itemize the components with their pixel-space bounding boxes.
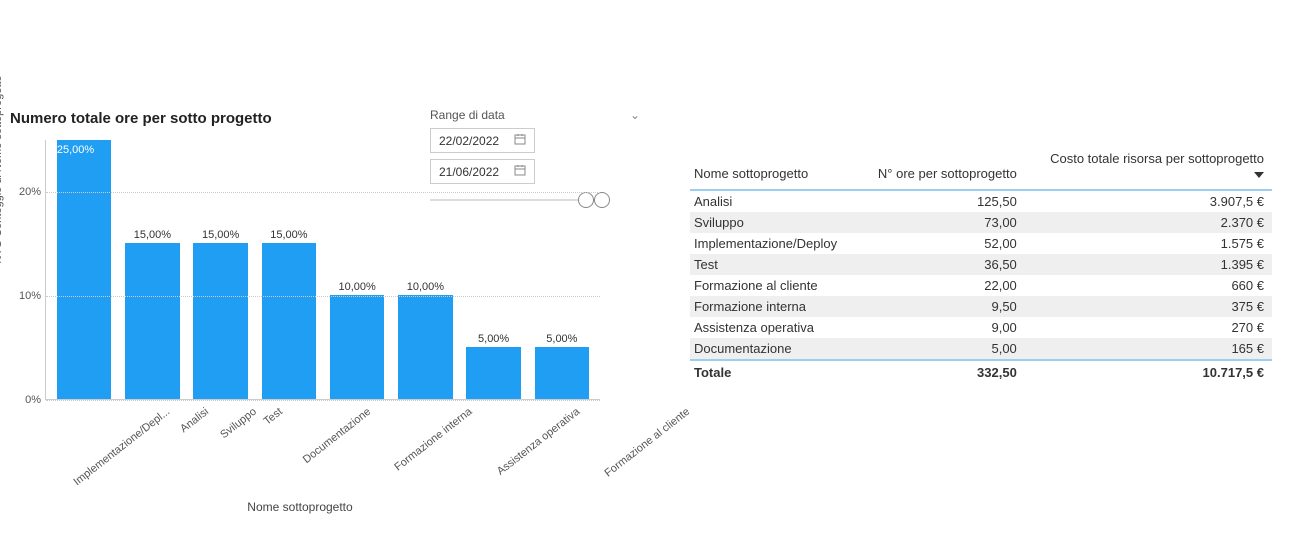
date-filter-header[interactable]: Range di data ⌄ [430, 108, 640, 122]
bar-value-label: 5,00% [546, 333, 577, 345]
bar-slot: 10,00% [323, 140, 391, 399]
dashboard-root: Numero totale ore per sotto progetto Ran… [0, 0, 1310, 383]
x-tick-label: Test [262, 402, 290, 428]
cell-name: Test [690, 254, 860, 275]
cell-cost: 2.370 € [1025, 212, 1272, 233]
cell-cost: 3.907,5 € [1025, 190, 1272, 212]
y-tick-label: 20% [11, 186, 41, 198]
x-tick-label: Analisi [178, 402, 216, 435]
cell-hours: 125,50 [860, 190, 1025, 212]
cell-name: Analisi [690, 190, 860, 212]
total-hours: 332,50 [860, 360, 1025, 383]
cell-hours: 9,00 [860, 317, 1025, 338]
chart-panel: Numero totale ore per sotto progetto Ran… [0, 0, 660, 383]
table-row[interactable]: Sviluppo73,002.370 € [690, 212, 1272, 233]
table-row[interactable]: Documentazione5,00165 € [690, 338, 1272, 360]
bar-slot: 5,00% [528, 140, 596, 399]
cell-cost: 165 € [1025, 338, 1272, 360]
table-header-row: Nome sottoprogetto N° ore per sottoproge… [690, 145, 1272, 190]
table-row[interactable]: Implementazione/Deploy52,001.575 € [690, 233, 1272, 254]
cell-name: Formazione interna [690, 296, 860, 317]
bar[interactable] [330, 295, 385, 399]
table-row[interactable]: Assistenza operativa9,00270 € [690, 317, 1272, 338]
gridline [46, 296, 600, 297]
chart-title: Numero totale ore per sotto progetto [10, 110, 272, 127]
bar[interactable] [535, 347, 590, 399]
subproject-table: Nome sottoprogetto N° ore per sottoproge… [690, 145, 1272, 383]
bar-slot: 25,00% [50, 140, 118, 399]
chart-bars: 25,00% 15,00% 15,00% 15,00% 10,00% 10,00% 5,00… [46, 140, 600, 400]
table-panel: Nome sottoprogetto N° ore per sottoproge… [660, 0, 1290, 383]
cell-cost: 270 € [1025, 317, 1272, 338]
table-row[interactable]: Formazione interna9,50375 € [690, 296, 1272, 317]
bar[interactable] [466, 347, 521, 399]
y-tick-label: 10% [11, 290, 41, 302]
table-total-row: Totale 332,50 10.717,5 € [690, 360, 1272, 383]
bar-chart: %TG Conteggio di Nome sottoprogetto 25,0… [0, 135, 610, 475]
gridline [46, 192, 600, 193]
cell-name: Documentazione [690, 338, 860, 360]
bar[interactable] [193, 243, 248, 399]
total-label: Totale [690, 360, 860, 383]
bar-value-label: 15,00% [270, 229, 307, 241]
cell-name: Sviluppo [690, 212, 860, 233]
cell-cost: 1.575 € [1025, 233, 1272, 254]
bar-slot: 10,00% [391, 140, 459, 399]
table-row[interactable]: Formazione al cliente22,00660 € [690, 275, 1272, 296]
bar-value-label: 25,00% [57, 144, 94, 156]
table-row[interactable]: Analisi125,503.907,5 € [690, 190, 1272, 212]
col-header-cost-label: Costo totale risorsa per sottoprogetto [1050, 151, 1264, 166]
x-tick-label: Formazione interna [392, 402, 479, 474]
x-axis-ticks: Implementazione/Depl...AnalisiSviluppoTe… [45, 402, 600, 414]
x-tick-label: Sviluppo [218, 402, 263, 441]
x-tick-label: Assistenza operativa [495, 402, 587, 478]
cell-name: Formazione al cliente [690, 275, 860, 296]
col-header-hours[interactable]: N° ore per sottoprogetto [860, 145, 1025, 190]
cell-cost: 1.395 € [1025, 254, 1272, 275]
x-axis-label: Nome sottoprogetto [0, 500, 600, 514]
bar-slot: 15,00% [255, 140, 323, 399]
cell-hours: 73,00 [860, 212, 1025, 233]
x-tick-label: Documentazione [301, 402, 378, 466]
bar[interactable] [398, 295, 453, 399]
cell-hours: 9,50 [860, 296, 1025, 317]
date-filter-label: Range di data [430, 108, 505, 122]
col-header-cost[interactable]: Costo totale risorsa per sottoprogetto [1025, 145, 1272, 190]
total-cost: 10.717,5 € [1025, 360, 1272, 383]
bar-slot: 15,00% [118, 140, 186, 399]
y-tick-label: 0% [11, 394, 41, 406]
bar-slot: 5,00% [460, 140, 528, 399]
bar[interactable]: 25,00% [57, 140, 112, 399]
x-tick-label: Implementazione/Depl... [71, 402, 177, 488]
cell-hours: 22,00 [860, 275, 1025, 296]
cell-hours: 36,50 [860, 254, 1025, 275]
cell-hours: 52,00 [860, 233, 1025, 254]
bar-value-label: 10,00% [407, 281, 444, 293]
bar-value-label: 15,00% [202, 229, 239, 241]
cell-hours: 5,00 [860, 338, 1025, 360]
bar-slot: 15,00% [187, 140, 255, 399]
x-tick-label: Formazione al cliente [603, 402, 698, 480]
bar[interactable] [262, 243, 317, 399]
chevron-down-icon[interactable]: ⌄ [630, 108, 640, 122]
table-row[interactable]: Test36,501.395 € [690, 254, 1272, 275]
cell-cost: 375 € [1025, 296, 1272, 317]
sort-desc-icon [1254, 172, 1264, 178]
bar-value-label: 15,00% [134, 229, 171, 241]
y-axis-label: %TG Conteggio di Nome sottoprogetto [0, 75, 4, 265]
cell-cost: 660 € [1025, 275, 1272, 296]
chart-plot-area: 25,00% 15,00% 15,00% 15,00% 10,00% 10,00% 5,00… [45, 140, 600, 400]
cell-name: Assistenza operativa [690, 317, 860, 338]
bar[interactable] [125, 243, 180, 399]
gridline [46, 400, 600, 401]
bar-value-label: 5,00% [478, 333, 509, 345]
cell-name: Implementazione/Deploy [690, 233, 860, 254]
col-header-name[interactable]: Nome sottoprogetto [690, 145, 860, 190]
bar-value-label: 10,00% [338, 281, 375, 293]
